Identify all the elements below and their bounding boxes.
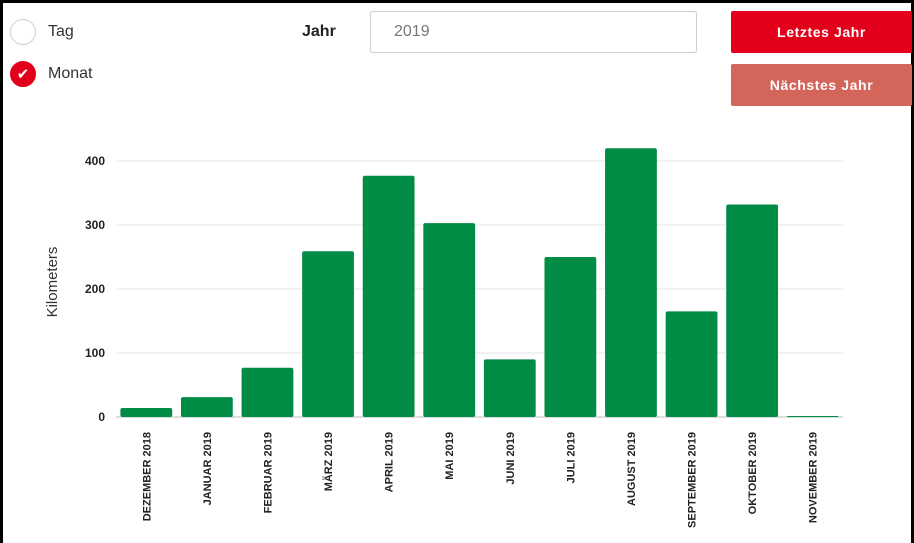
x-tick-label-5: MAI 2019 <box>444 432 456 480</box>
y-tick-label-0: 0 <box>98 410 105 424</box>
x-tick-label-2: FEBRUAR 2019 <box>262 432 274 513</box>
bar-3[interactable] <box>302 251 354 417</box>
bar-2[interactable] <box>241 367 294 417</box>
x-tick-label-10: OKTOBER 2019 <box>747 432 759 514</box>
x-tick-label-7: JULI 2019 <box>565 432 577 483</box>
y-tick-label-3: 300 <box>85 218 105 232</box>
bar-1[interactable] <box>180 397 233 417</box>
radio-tag-label: Tag <box>48 23 74 40</box>
bar-11[interactable] <box>786 416 839 417</box>
bar-7[interactable] <box>544 257 597 417</box>
y-tick-label-4: 400 <box>85 154 105 168</box>
x-tick-label-1: JANUAR 2019 <box>202 432 214 505</box>
x-tick-label-4: APRIL 2019 <box>384 432 396 492</box>
previous-year-button[interactable]: Letztes Jahr <box>731 11 912 53</box>
bar-6[interactable] <box>483 359 536 417</box>
x-axis-labels: DEZEMBER 2018 JANUAR 2019 FEBRUAR 2019 MÄRZ… <box>141 432 819 528</box>
x-tick-label-8: AUGUST 2019 <box>626 432 638 506</box>
radio-tag[interactable] <box>10 19 36 45</box>
bar-9[interactable] <box>665 311 718 417</box>
radio-monat[interactable]: ✔ <box>10 61 36 87</box>
y-tick-label-2: 200 <box>85 282 105 296</box>
x-tick-label-0: DEZEMBER 2018 <box>141 432 153 521</box>
year-input[interactable] <box>370 11 697 53</box>
radio-option-tag[interactable]: Tag <box>10 19 74 45</box>
x-tick-label-3: MÄRZ 2019 <box>322 432 335 491</box>
next-year-button[interactable]: Nächstes Jahr <box>731 64 912 106</box>
bars <box>120 148 839 417</box>
radio-option-monat[interactable]: ✔ Monat <box>10 61 92 87</box>
bar-10[interactable] <box>726 204 779 417</box>
bar-4[interactable] <box>362 175 415 417</box>
x-tick-label-11: NOVEMBER 2019 <box>808 432 820 523</box>
y-axis-ticks: 0 100 200 300 400 <box>85 154 105 424</box>
bar-5[interactable] <box>423 223 476 417</box>
y-tick-label-1: 100 <box>85 346 105 360</box>
checkmark-icon: ✔ <box>16 64 30 83</box>
bar-8[interactable] <box>605 148 657 417</box>
y-axis-label: Kilometers <box>44 247 61 318</box>
x-tick-label-6: JUNI 2019 <box>505 432 517 485</box>
year-label: Jahr <box>302 23 336 40</box>
radio-monat-label: Monat <box>48 65 93 82</box>
x-tick-label-9: SEPTEMBER 2019 <box>687 432 699 528</box>
bar-0[interactable] <box>120 408 173 417</box>
grid-lines <box>116 160 843 418</box>
